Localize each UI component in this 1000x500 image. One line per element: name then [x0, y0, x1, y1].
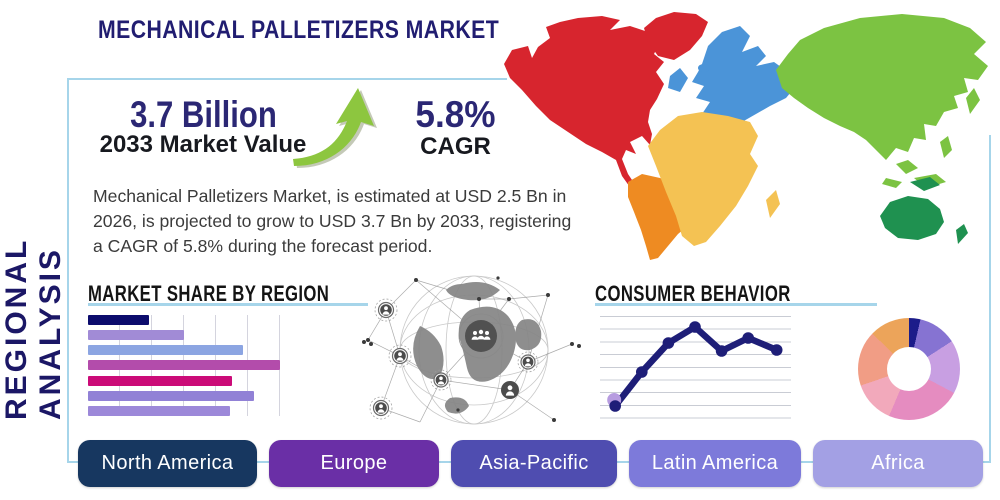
line-point-2: [636, 366, 648, 378]
user-node-icon: [369, 396, 393, 420]
region-button-latin-america[interactable]: Latin America: [629, 440, 801, 487]
market-value-caption: 2033 Market Value: [99, 131, 307, 158]
cagr-caption: CAGR: [420, 133, 491, 160]
world-map: [504, 12, 988, 260]
users-group-node-icon: [458, 313, 504, 359]
bar-chart-heading-underline: [88, 303, 368, 306]
region-buttons-row: North America Europe Asia-Pacific Latin Ame…: [78, 440, 983, 487]
panel-border-right: [989, 135, 991, 463]
user-node-icon: [430, 369, 452, 391]
map-malay-peninsula: [896, 160, 918, 174]
panel-border-left: [67, 78, 69, 463]
regional-share-donut-chart: [858, 318, 960, 420]
market-description: Mechanical Palletizers Market, is estima…: [93, 186, 572, 256]
globe-network-dots: [362, 276, 581, 422]
user-node-icon: [374, 298, 398, 322]
consumer-behavior-line-chart: [600, 316, 791, 419]
map-new-guinea: [910, 177, 940, 191]
line-point-5: [715, 345, 728, 357]
map-north-america: [504, 16, 664, 198]
map-australia: [880, 196, 944, 240]
cagr-stat: 5.8%: [415, 94, 496, 135]
map-africa: [648, 112, 758, 246]
region-button-asia-pacific[interactable]: Asia-Pacific: [451, 440, 617, 487]
map-philippines: [940, 136, 952, 158]
user-node-icon: [501, 381, 519, 399]
bar-region-7: [88, 405, 230, 416]
line-chart-heading: CONSUMER BEHAVIOR: [595, 281, 791, 306]
line-point-7: [770, 344, 783, 356]
bar-region-6: [88, 390, 254, 401]
line-point-3: [662, 337, 675, 349]
bar-region-2: [88, 330, 184, 341]
globe-network-lines: [367, 279, 573, 423]
map-indonesia-west: [882, 178, 902, 188]
map-greenland: [644, 12, 708, 60]
bar-region-4: [88, 360, 280, 371]
line-point-6: [742, 332, 754, 344]
map-asia: [776, 14, 988, 160]
map-british-isles: [668, 68, 688, 92]
map-europe: [692, 26, 796, 122]
bar-region-5: [88, 375, 232, 386]
map-new-zealand: [956, 224, 968, 244]
map-madagascar: [766, 190, 780, 218]
map-japan: [966, 88, 980, 114]
user-node-icon: [388, 344, 412, 368]
panel-border-top: [67, 78, 507, 80]
market-value-stat: 3.7 Billion: [130, 94, 277, 135]
line-chart-heading-underline: [595, 303, 877, 306]
map-iceland: [698, 64, 710, 72]
region-button-north-america[interactable]: North America: [78, 440, 257, 487]
market-share-bar-chart: [88, 315, 306, 416]
page-title: MECHANICAL PALLETIZERS MARKET: [98, 16, 500, 44]
bar-chart-heading: MARKET SHARE BY REGION: [88, 281, 330, 306]
line-point-1: [609, 400, 621, 412]
bar-region-3: [88, 345, 243, 356]
globe-network-illustration: [362, 275, 581, 425]
side-label-regional-analysis: REGIONAL ANALYSIS: [0, 238, 67, 420]
region-button-africa[interactable]: Africa: [813, 440, 983, 487]
bar-region-1: [88, 315, 150, 325]
line-point-4: [689, 321, 701, 333]
growth-arrow-icon: [293, 88, 374, 166]
region-button-europe[interactable]: Europe: [269, 440, 439, 487]
user-node-icon: [517, 351, 539, 373]
